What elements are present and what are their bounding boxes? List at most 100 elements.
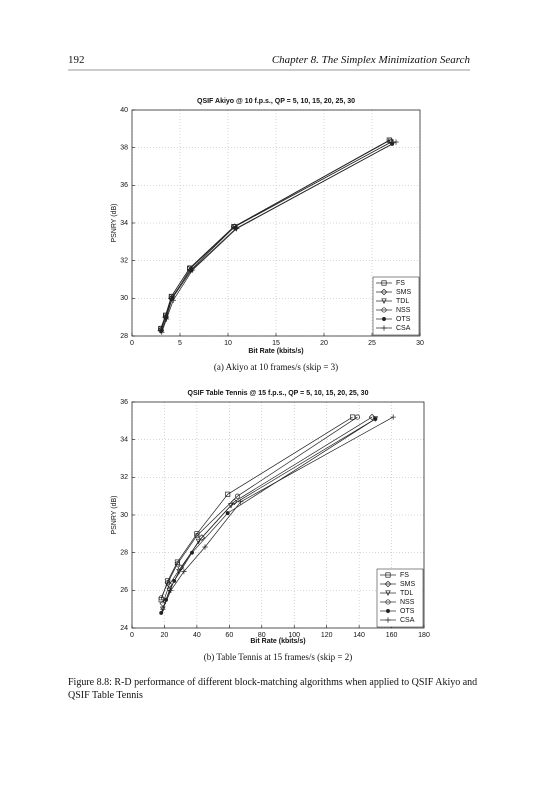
marker-diamond xyxy=(380,288,388,296)
legend-label: FS xyxy=(396,280,405,287)
y-tick-label: 26 xyxy=(120,587,128,594)
marker-circle xyxy=(354,414,361,420)
marker-plus xyxy=(237,499,244,505)
y-tick-label: 24 xyxy=(120,625,128,632)
marker-plus xyxy=(202,544,208,550)
series-line xyxy=(162,418,376,610)
legend-box xyxy=(376,568,424,628)
marker-square xyxy=(385,572,391,578)
y-tick-label: 30 xyxy=(120,512,128,519)
y-tick-label: 40 xyxy=(120,107,128,114)
legend-label: SMS xyxy=(400,581,416,588)
marker-dot xyxy=(225,511,230,516)
legend-label: TDL xyxy=(400,590,413,597)
x-tick-label: 100 xyxy=(288,632,300,639)
marker-circle xyxy=(158,595,164,601)
chapter-title: Chapter 8. The Simplex Minimization Sear… xyxy=(271,54,470,66)
marker-circle xyxy=(174,561,180,567)
marker-circle xyxy=(381,307,387,313)
legend-label: OTS xyxy=(400,608,415,615)
marker-dot xyxy=(190,550,194,555)
series-line xyxy=(161,141,397,333)
marker-circle xyxy=(385,599,391,605)
x-tick-label: 5 xyxy=(178,340,182,347)
x-tick-label: 20 xyxy=(161,632,169,639)
y-tick-label: 32 xyxy=(120,474,128,481)
marker-dot xyxy=(159,610,164,615)
marker-diamond xyxy=(368,413,376,421)
marker-plus xyxy=(393,139,399,145)
x-axis-label: Bit Rate (kbits/s) xyxy=(250,638,305,645)
marker-triangle xyxy=(385,590,391,596)
x-tick-label: 140 xyxy=(353,632,365,639)
subfigure-caption: (b) Table Tennis at 15 frames/s (skip = … xyxy=(204,652,352,662)
marker-dot xyxy=(386,609,390,613)
marker-plus xyxy=(168,587,174,594)
legend-label: SMS xyxy=(396,289,412,296)
y-tick-label: 32 xyxy=(120,258,128,265)
y-tick-label: 28 xyxy=(120,550,128,557)
marker-triangle xyxy=(228,503,234,509)
x-tick-label: 180 xyxy=(418,632,430,639)
marker-circle xyxy=(234,493,240,499)
x-tick-label: 60 xyxy=(225,632,233,639)
marker-plus xyxy=(233,225,240,232)
marker-plus xyxy=(170,297,176,303)
plot-frame xyxy=(131,109,421,337)
series-line xyxy=(160,418,376,614)
marker-circle xyxy=(387,137,393,143)
marker-plus xyxy=(159,329,165,335)
x-tick-label: 80 xyxy=(258,632,266,639)
marker-circle xyxy=(194,533,200,539)
x-tick-label: 0 xyxy=(130,632,134,639)
y-axis-label: PSNRY (dB) xyxy=(111,495,118,534)
series-line xyxy=(160,139,390,329)
series-line xyxy=(162,416,373,604)
subfigure-caption: (a) Akiyo at 10 frames/s (skip = 3) xyxy=(214,362,338,372)
y-tick-label: 38 xyxy=(120,145,128,152)
marker-square xyxy=(381,280,387,286)
marker-dot xyxy=(373,417,378,421)
y-tick-label: 30 xyxy=(120,295,128,302)
legend-label: NSS xyxy=(396,307,411,314)
legend-label: OTS xyxy=(396,316,411,323)
marker-plus xyxy=(160,606,166,612)
page-number: 192 xyxy=(68,54,85,66)
marker-diamond xyxy=(198,534,206,541)
series-line xyxy=(161,143,393,331)
marker-square xyxy=(350,414,356,420)
legend-label: TDL xyxy=(396,298,409,305)
series-line xyxy=(160,139,391,329)
legend-label: NSS xyxy=(400,599,415,606)
y-tick-label: 28 xyxy=(120,333,128,340)
marker-plus xyxy=(390,414,396,420)
marker-dot xyxy=(172,578,177,583)
legend-label: CSA xyxy=(400,617,415,624)
figure-caption: Figure 8.8: R-D performance of different… xyxy=(68,677,478,701)
y-axis-label: PSNRY (dB) xyxy=(111,203,118,242)
marker-circle xyxy=(165,580,171,586)
x-tick-label: 10 xyxy=(224,340,232,347)
marker-plus xyxy=(163,316,170,322)
legend-box xyxy=(372,276,420,336)
marker-dot xyxy=(382,317,386,321)
marker-triangle xyxy=(195,538,202,545)
chart-title: QSIF Table Tennis @ 15 f.p.s., QP = 5, 1… xyxy=(188,390,369,397)
plot-frame xyxy=(131,401,425,629)
marker-plus xyxy=(181,568,187,575)
x-tick-label: 120 xyxy=(321,632,333,639)
y-tick-label: 36 xyxy=(120,399,128,406)
chart-title: QSIF Akiyo @ 10 f.p.s., QP = 5, 10, 15, … xyxy=(197,98,355,105)
legend-label: CSA xyxy=(396,325,411,332)
marker-triangle xyxy=(381,298,387,304)
marker-plus xyxy=(385,617,391,623)
y-tick-label: 34 xyxy=(120,437,128,444)
x-tick-label: 15 xyxy=(272,340,280,347)
x-axis-label: Bit Rate (kbits/s) xyxy=(248,348,303,355)
y-tick-label: 36 xyxy=(120,182,128,189)
series-line xyxy=(162,416,394,610)
x-tick-label: 20 xyxy=(320,340,328,347)
x-tick-label: 30 xyxy=(416,340,424,347)
